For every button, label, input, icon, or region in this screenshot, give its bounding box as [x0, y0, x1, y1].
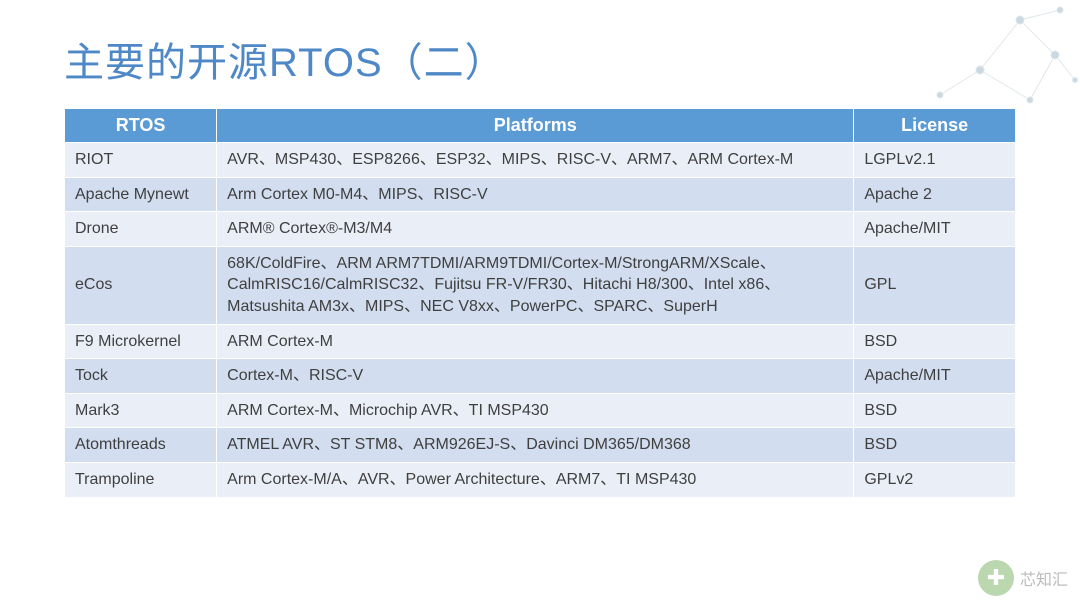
- col-rtos: RTOS: [65, 109, 217, 143]
- cell-license: BSD: [854, 393, 1016, 428]
- cell-rtos: Mark3: [65, 393, 217, 428]
- cell-rtos: RIOT: [65, 143, 217, 178]
- cell-rtos: Atomthreads: [65, 428, 217, 463]
- table-row: Apache Mynewt Arm Cortex M0-M4、MIPS、RISC…: [65, 177, 1016, 212]
- cell-license: Apache 2: [854, 177, 1016, 212]
- cell-license: GPLv2: [854, 462, 1016, 497]
- table-row: Drone ARM® Cortex®-M3/M4 Apache/MIT: [65, 212, 1016, 247]
- cell-platforms: ARM Cortex-M: [217, 324, 854, 359]
- table-row: Mark3 ARM Cortex-M、Microchip AVR、TI MSP4…: [65, 393, 1016, 428]
- table-row: Atomthreads ATMEL AVR、ST STM8、ARM926EJ-S…: [65, 428, 1016, 463]
- table-row: RIOT AVR、MSP430、ESP8266、ESP32、MIPS、RISC-…: [65, 143, 1016, 178]
- col-platforms: Platforms: [217, 109, 854, 143]
- wechat-glyph: ✚: [987, 565, 1005, 591]
- watermark-text: 芯知汇: [1020, 566, 1068, 590]
- page-title: 主要的开源RTOS（二）: [64, 30, 1016, 88]
- cell-rtos: Trampoline: [65, 462, 217, 497]
- cell-platforms: ATMEL AVR、ST STM8、ARM926EJ-S、Davinci DM3…: [217, 428, 854, 463]
- watermark: ✚ 芯知汇: [978, 560, 1068, 596]
- rtos-table: RTOS Platforms License RIOT AVR、MSP430、E…: [64, 108, 1016, 498]
- cell-platforms: AVR、MSP430、ESP8266、ESP32、MIPS、RISC-V、ARM…: [217, 143, 854, 178]
- cell-rtos: Drone: [65, 212, 217, 247]
- wechat-icon: ✚: [978, 560, 1014, 596]
- cell-rtos: F9 Microkernel: [65, 324, 217, 359]
- cell-rtos: Apache Mynewt: [65, 177, 217, 212]
- table-header-row: RTOS Platforms License: [65, 109, 1016, 143]
- cell-platforms: 68K/ColdFire、ARM ARM7TDMI/ARM9TDMI/Corte…: [217, 246, 854, 324]
- table-row: Trampoline Arm Cortex-M/A、AVR、Power Arch…: [65, 462, 1016, 497]
- cell-platforms: Cortex-M、RISC-V: [217, 359, 854, 394]
- cell-license: GPL: [854, 246, 1016, 324]
- cell-license: Apache/MIT: [854, 212, 1016, 247]
- table-row: eCos 68K/ColdFire、ARM ARM7TDMI/ARM9TDMI/…: [65, 246, 1016, 324]
- table-row: F9 Microkernel ARM Cortex-M BSD: [65, 324, 1016, 359]
- cell-platforms: Arm Cortex-M/A、AVR、Power Architecture、AR…: [217, 462, 854, 497]
- cell-platforms: ARM Cortex-M、Microchip AVR、TI MSP430: [217, 393, 854, 428]
- cell-platforms: Arm Cortex M0-M4、MIPS、RISC-V: [217, 177, 854, 212]
- cell-platforms: ARM® Cortex®-M3/M4: [217, 212, 854, 247]
- cell-license: LGPLv2.1: [854, 143, 1016, 178]
- table-row: Tock Cortex-M、RISC-V Apache/MIT: [65, 359, 1016, 394]
- cell-license: BSD: [854, 324, 1016, 359]
- cell-license: Apache/MIT: [854, 359, 1016, 394]
- cell-rtos: Tock: [65, 359, 217, 394]
- col-license: License: [854, 109, 1016, 143]
- slide: 主要的开源RTOS（二） RTOS Platforms License RIOT…: [0, 0, 1080, 498]
- cell-rtos: eCos: [65, 246, 217, 324]
- cell-license: BSD: [854, 428, 1016, 463]
